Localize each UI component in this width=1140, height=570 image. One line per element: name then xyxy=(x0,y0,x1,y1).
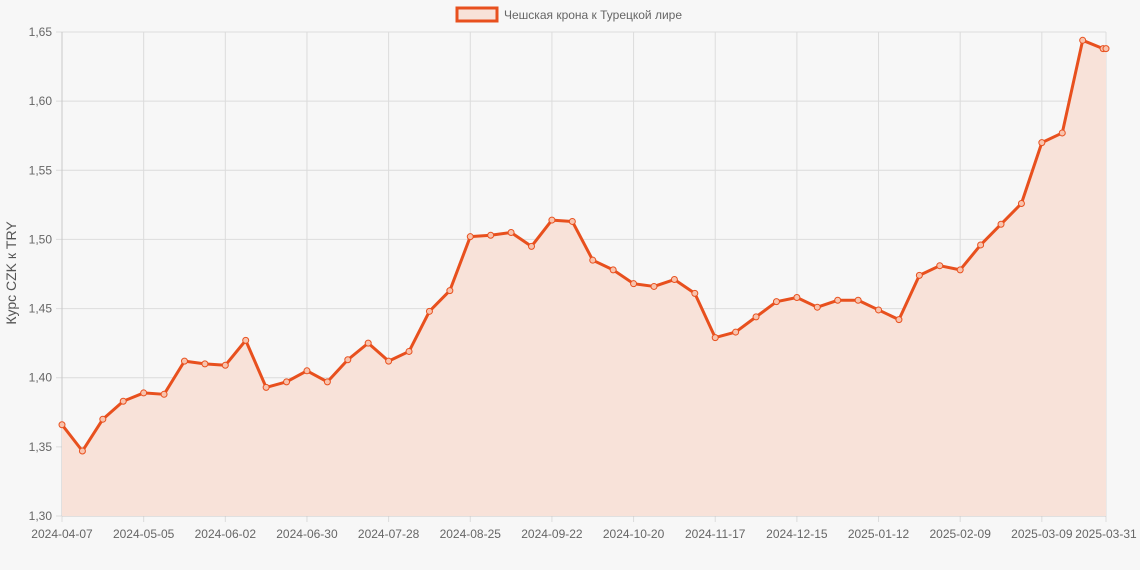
y-tick-label: 1,65 xyxy=(29,25,53,39)
data-point xyxy=(977,241,985,249)
x-tick-label: 2025-02-09 xyxy=(929,527,991,541)
x-tick-label: 2024-06-02 xyxy=(195,527,257,541)
data-point xyxy=(242,336,250,344)
data-point xyxy=(1038,139,1046,147)
data-point xyxy=(1102,45,1110,53)
data-point xyxy=(221,361,229,369)
x-tick-label: 2024-05-05 xyxy=(113,527,175,541)
data-point xyxy=(528,242,536,250)
data-point xyxy=(956,266,964,274)
data-point xyxy=(630,280,638,288)
data-point xyxy=(609,266,617,274)
y-tick-label: 1,40 xyxy=(29,371,53,385)
data-point xyxy=(834,296,842,304)
data-point xyxy=(793,294,801,302)
x-tick-label: 2024-11-17 xyxy=(685,527,746,541)
series-area xyxy=(62,40,1106,517)
y-tick-label: 1,60 xyxy=(29,94,53,108)
data-point xyxy=(344,356,352,364)
data-point xyxy=(691,289,699,297)
data-point xyxy=(140,389,148,397)
data-point xyxy=(1058,129,1066,137)
data-point xyxy=(99,415,107,423)
x-tick-label: 2024-09-22 xyxy=(521,527,583,541)
data-point xyxy=(772,298,780,306)
legend-swatch[interactable] xyxy=(455,6,499,23)
data-point xyxy=(385,357,393,365)
y-tick-label: 1,30 xyxy=(29,509,53,523)
data-point xyxy=(425,307,433,315)
data-point xyxy=(589,256,597,264)
x-tick-label: 2024-08-25 xyxy=(440,527,502,541)
data-point xyxy=(262,383,270,391)
x-tick-label: 2025-03-09 xyxy=(1011,527,1073,541)
x-tick-label: 2024-06-30 xyxy=(276,527,338,541)
data-point xyxy=(405,347,413,355)
data-point xyxy=(670,276,678,284)
data-point xyxy=(732,328,740,336)
data-point xyxy=(915,271,923,279)
data-point xyxy=(997,220,1005,228)
data-point xyxy=(650,282,658,290)
y-axis-ticks: 1,30 1,35 1,40 1,45 1,50 1,55 1,60 1,65 xyxy=(29,25,53,523)
data-point xyxy=(507,229,515,237)
data-point xyxy=(487,231,495,239)
legend[interactable]: Чешская крона к Турецкой лире xyxy=(455,6,682,23)
data-points-layer xyxy=(58,36,1110,455)
data-point xyxy=(58,421,66,429)
data-point xyxy=(813,303,821,311)
x-tick-label: 2025-03-31 xyxy=(1075,527,1137,541)
x-tick-label: 2024-10-20 xyxy=(603,527,665,541)
x-tick-label: 2025-01-12 xyxy=(848,527,910,541)
x-axis-ticks: 2024-04-07 2024-05-05 2024-06-02 2024-06-30… xyxy=(31,527,1137,541)
data-point xyxy=(160,390,168,398)
data-point xyxy=(875,306,883,314)
data-point xyxy=(895,316,903,324)
data-point xyxy=(854,296,862,304)
data-point xyxy=(119,397,127,405)
data-point xyxy=(323,378,331,386)
data-point xyxy=(201,360,209,368)
data-point xyxy=(568,217,576,225)
data-point xyxy=(711,334,719,342)
y-tick-label: 1,45 xyxy=(29,302,53,316)
data-point xyxy=(548,216,556,224)
data-point xyxy=(303,367,311,375)
data-point xyxy=(283,378,291,386)
data-point xyxy=(180,357,188,365)
area-fill-layer xyxy=(62,40,1106,517)
y-axis-title: Курс CZK к TRY xyxy=(3,221,19,325)
y-tick-label: 1,55 xyxy=(29,163,53,177)
x-tick-label: 2024-07-28 xyxy=(358,527,420,541)
y-tick-label: 1,50 xyxy=(29,232,53,246)
y-tick-label: 1,35 xyxy=(29,440,53,454)
x-tick-label: 2024-04-07 xyxy=(31,527,93,541)
data-point xyxy=(1017,199,1025,207)
data-point xyxy=(446,287,454,295)
legend-label[interactable]: Чешская крона к Турецкой лире xyxy=(504,8,682,22)
data-point xyxy=(364,339,372,347)
data-point xyxy=(78,447,86,455)
data-point xyxy=(466,233,474,241)
data-point xyxy=(752,313,760,321)
data-point xyxy=(936,262,944,270)
data-point xyxy=(1079,36,1087,44)
x-tick-label: 2024-12-15 xyxy=(766,527,828,541)
